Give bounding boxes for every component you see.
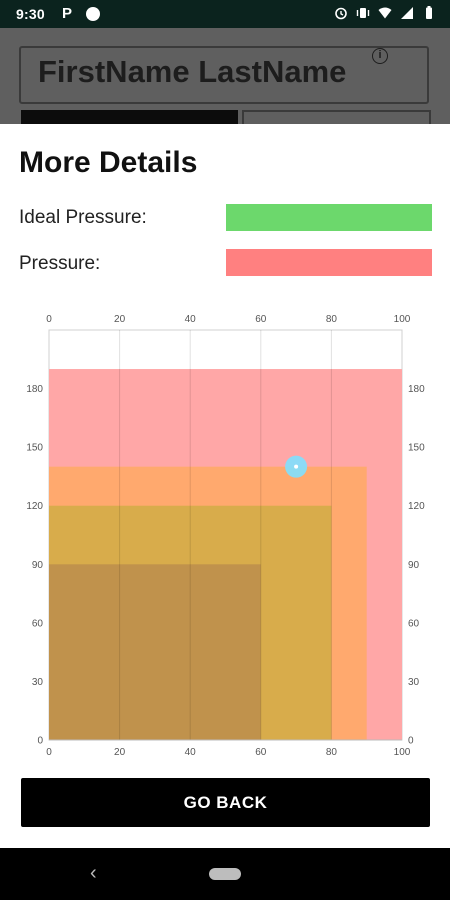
ideal-pressure-label: Ideal Pressure: bbox=[19, 207, 147, 228]
chart-x-tick-bottom-5: 100 bbox=[394, 747, 411, 758]
chart-y-tick-right-5: 150 bbox=[408, 443, 425, 454]
chart-x-tick-top-1: 20 bbox=[114, 314, 126, 325]
pressure-swatch bbox=[226, 249, 432, 276]
details-sheet: More Details Ideal Pressure: Pressure: 0… bbox=[0, 124, 450, 848]
pressure-label: Pressure: bbox=[19, 253, 101, 274]
nav-home-pill[interactable] bbox=[209, 868, 241, 880]
chart-y-tick-left-0: 0 bbox=[37, 736, 43, 747]
chart-x-tick-top-4: 80 bbox=[326, 314, 338, 325]
chart-y-tick-left-2: 60 bbox=[32, 618, 44, 629]
info-icon: i bbox=[372, 48, 388, 64]
ideal-pressure-swatch bbox=[226, 204, 432, 231]
chart-x-tick-top-0: 0 bbox=[46, 314, 52, 325]
user-name-card bbox=[19, 46, 429, 104]
alarm-icon bbox=[335, 7, 347, 20]
user-name: FirstName LastName bbox=[38, 54, 347, 89]
signal-icon bbox=[401, 7, 413, 19]
status-bar: 9:30 P bbox=[0, 0, 450, 28]
chart-y-tick-right-6: 180 bbox=[408, 384, 425, 395]
chart-y-tick-right-1: 30 bbox=[408, 677, 420, 688]
background-tab-active bbox=[21, 110, 238, 124]
chart-x-tick-bottom-2: 40 bbox=[185, 747, 197, 758]
chart-y-tick-left-3: 90 bbox=[32, 560, 44, 571]
chart-data-point-center bbox=[294, 464, 299, 469]
chart-x-tick-bottom-0: 0 bbox=[46, 747, 52, 758]
vibrate-icon bbox=[356, 8, 370, 18]
chart-x-tick-bottom-4: 80 bbox=[326, 747, 338, 758]
background-tab-inactive bbox=[242, 110, 431, 124]
background-app: FirstName LastName i bbox=[0, 28, 450, 124]
sheet-title: More Details bbox=[19, 146, 198, 179]
chart-x-tick-top-3: 60 bbox=[255, 314, 267, 325]
chart-x-tick-bottom-3: 60 bbox=[255, 747, 267, 758]
chart-y-tick-right-3: 90 bbox=[408, 560, 420, 571]
nav-back-icon[interactable]: ‹ bbox=[90, 862, 97, 884]
status-icons bbox=[334, 6, 436, 20]
chart-y-tick-right-4: 120 bbox=[408, 501, 425, 512]
navigation-bar: ‹ bbox=[0, 848, 450, 900]
battery-icon bbox=[426, 6, 432, 19]
chart-region-3 bbox=[49, 564, 261, 740]
chart-y-tick-left-4: 120 bbox=[26, 501, 43, 512]
app-notification-icon: P bbox=[62, 5, 73, 22]
chart-x-tick-bottom-1: 20 bbox=[114, 747, 126, 758]
chart-x-tick-top-2: 40 bbox=[185, 314, 197, 325]
notification-dot-icon bbox=[86, 7, 100, 21]
wifi-icon bbox=[378, 7, 392, 19]
chart-y-tick-right-0: 0 bbox=[408, 736, 414, 747]
chart-y-tick-left-6: 180 bbox=[26, 384, 43, 395]
go-back-button[interactable]: GO BACK bbox=[21, 778, 430, 827]
chart-y-tick-left-1: 30 bbox=[32, 677, 44, 688]
chart-x-tick-top-5: 100 bbox=[394, 314, 411, 325]
chart-y-tick-right-2: 60 bbox=[408, 618, 420, 629]
chart-y-tick-left-5: 150 bbox=[26, 443, 43, 454]
status-time: 9:30 bbox=[16, 6, 45, 22]
